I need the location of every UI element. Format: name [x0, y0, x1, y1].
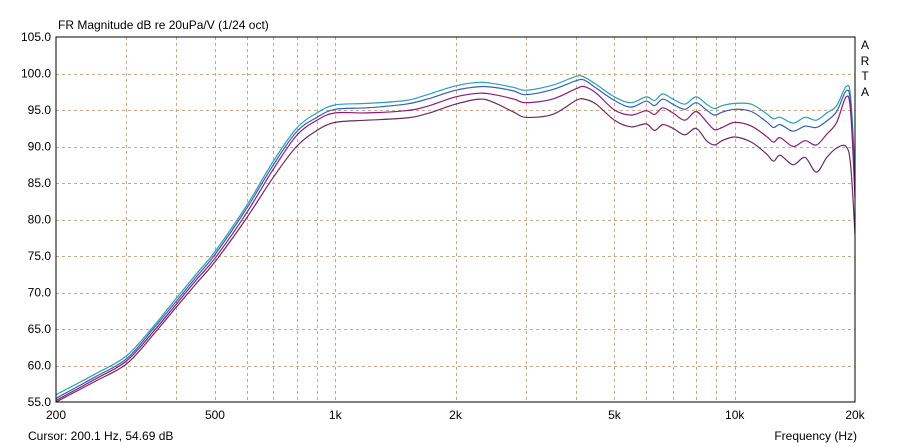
brand-letter: A: [860, 84, 869, 99]
y-tick-label: 90.0: [28, 140, 52, 154]
brand-letter: A: [860, 38, 869, 52]
x-tick-label: 200: [46, 408, 66, 422]
x-tick-label: 500: [205, 408, 225, 422]
y-tick-label: 55.0: [28, 395, 52, 409]
x-tick-label: 1k: [329, 408, 343, 422]
x-tick-label: 2k: [449, 408, 463, 422]
y-tick-label: 60.0: [28, 359, 52, 373]
y-tick-label: 70.0: [28, 286, 52, 300]
series-line: [55, 75, 856, 396]
y-tick-label: 95.0: [28, 103, 52, 117]
plot-frame: [55, 36, 856, 403]
y-tick-label: 80.0: [28, 213, 52, 227]
series-lines: [55, 75, 856, 403]
x-axis-ticks: 200 500 1k 2k 5k 10k 20k: [46, 408, 866, 422]
grid-lines: [56, 37, 855, 402]
y-tick-label: 85.0: [28, 176, 52, 190]
series-line: [55, 97, 856, 403]
brand-letter: R: [860, 53, 870, 68]
cursor-readout: Cursor: 200.1 Hz, 54.69 dB: [28, 429, 174, 443]
arta-brand-label: A R T A: [859, 38, 871, 100]
y-tick-label: 100.0: [21, 67, 51, 81]
y-tick-label: 105.0: [21, 30, 51, 44]
y-tick-label: 65.0: [28, 322, 52, 336]
y-axis-ticks: 55.0 60.0 65.0 70.0 75.0 80.0 85.0 90.0 95.0 100.…: [21, 30, 51, 409]
chart-title: FR Magnitude dB re 20uPa/V (1/24 oct): [58, 18, 269, 32]
x-tick-label: 10k: [725, 408, 745, 422]
x-tick-label: 5k: [608, 408, 622, 422]
series-line: [55, 78, 856, 399]
y-tick-label: 75.0: [28, 249, 52, 263]
brand-letter: T: [861, 69, 869, 83]
series-line: [55, 85, 856, 402]
x-tick-label: 20k: [845, 408, 865, 422]
x-axis-label: Frequency (Hz): [774, 429, 857, 443]
